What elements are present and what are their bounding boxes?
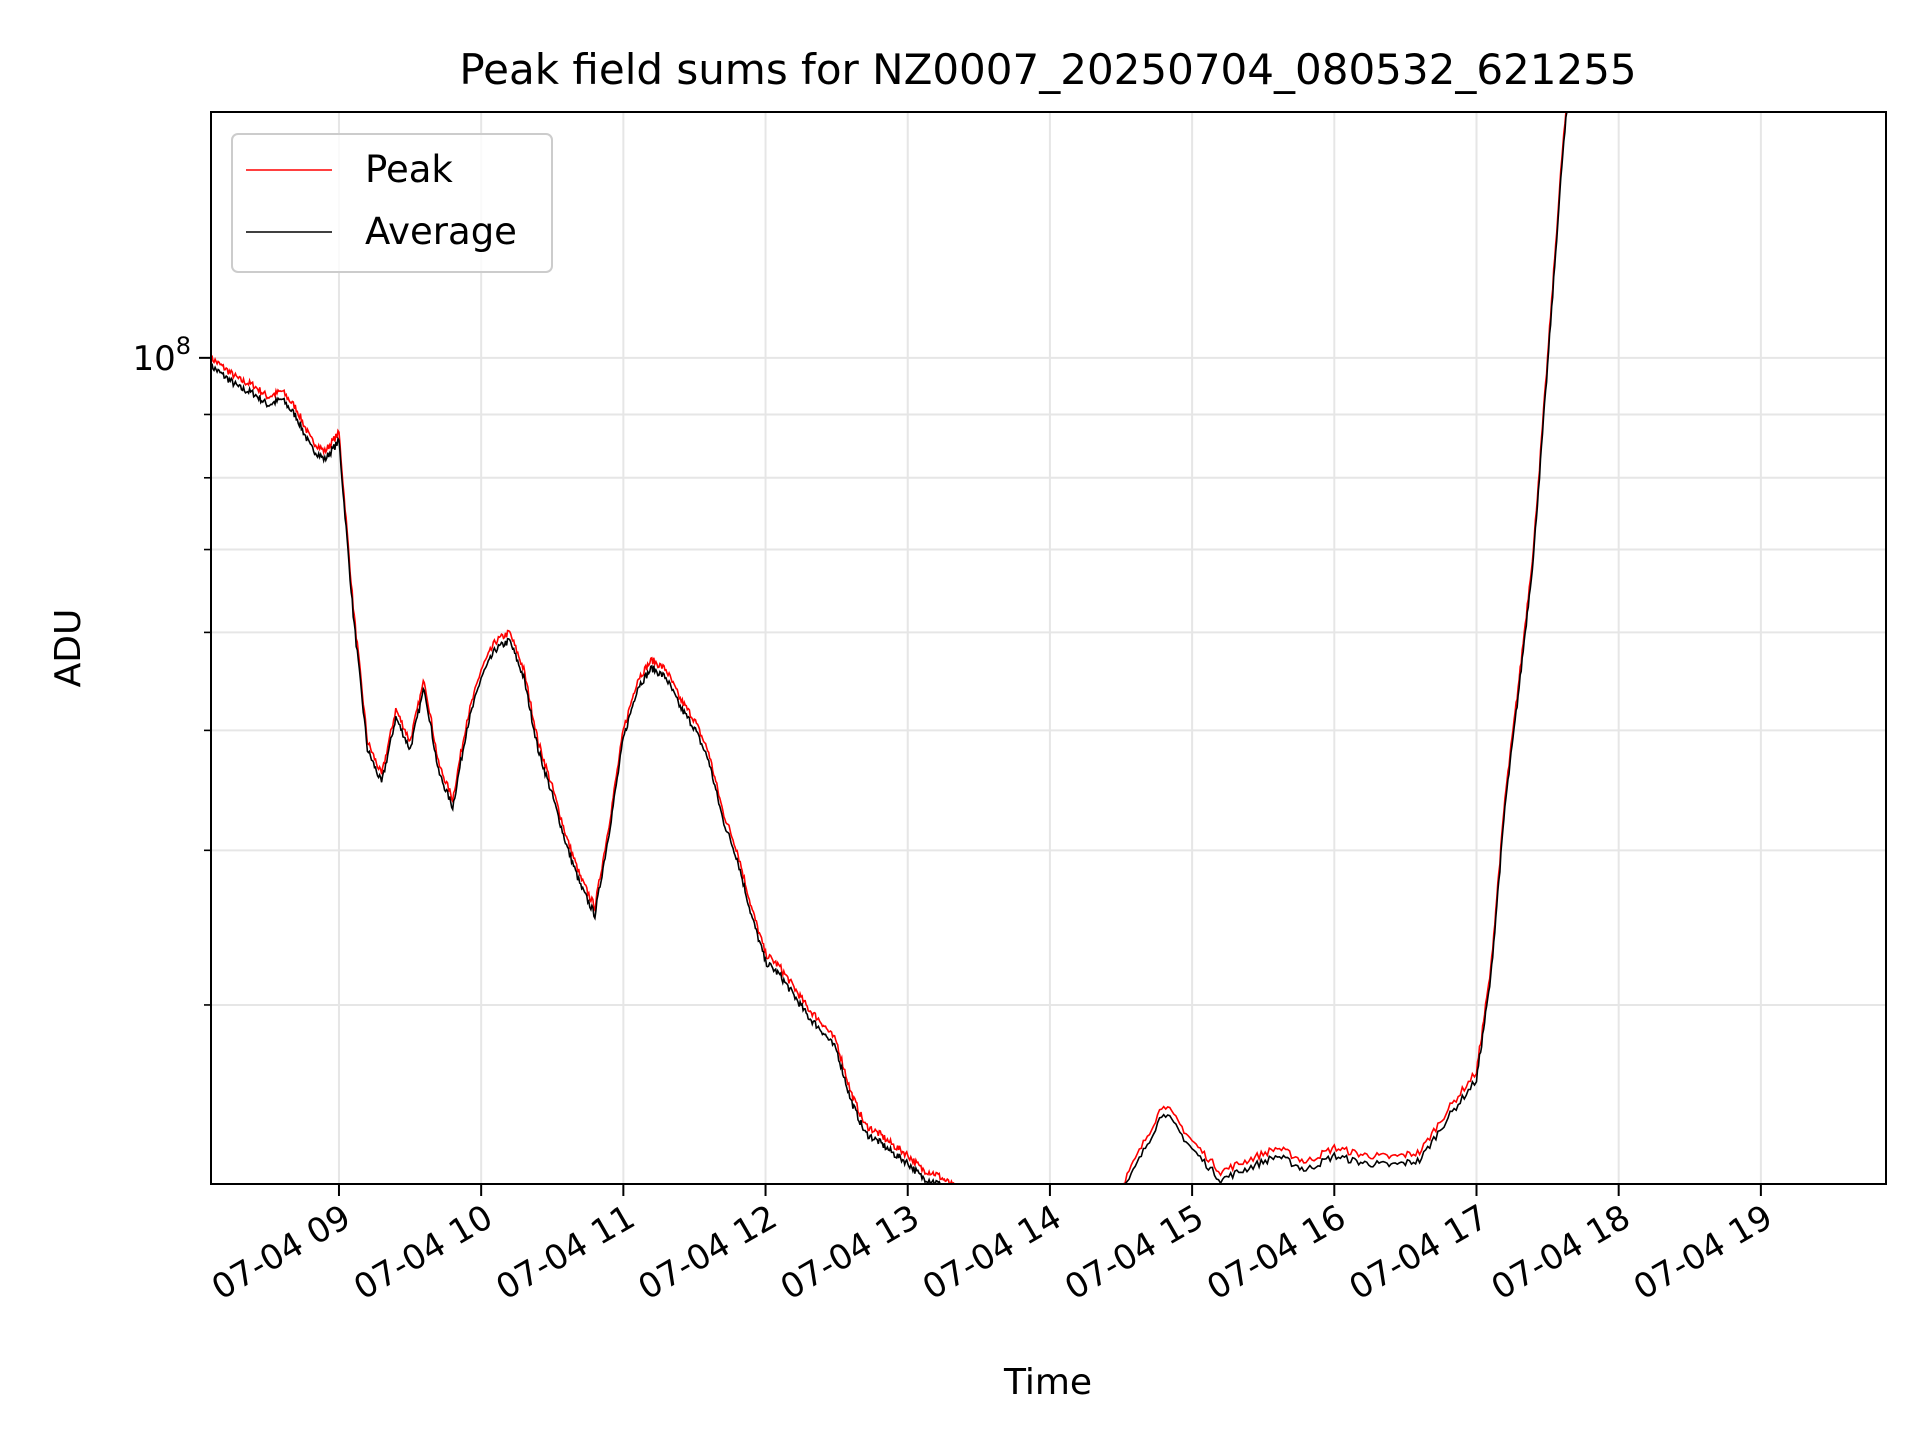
y-axis-label: ADU bbox=[48, 609, 89, 688]
x-axis-label: Time bbox=[1003, 1362, 1092, 1403]
y-tick-label: 108 bbox=[132, 332, 191, 379]
series-line-peak bbox=[210, 111, 1605, 1185]
series-layer bbox=[210, 111, 1605, 1185]
legend-box bbox=[231, 133, 553, 273]
legend-label-average: Average bbox=[365, 210, 517, 253]
y-axis: 108 bbox=[132, 332, 211, 1006]
legend: Peak Average bbox=[231, 133, 553, 273]
series-line-average bbox=[210, 111, 1605, 1185]
legend-label-peak: Peak bbox=[365, 148, 453, 191]
grid bbox=[211, 112, 1886, 1184]
plot-frame bbox=[210, 111, 1887, 1185]
chart-title: Peak field sums for NZ0007_20250704_0805… bbox=[459, 45, 1636, 94]
